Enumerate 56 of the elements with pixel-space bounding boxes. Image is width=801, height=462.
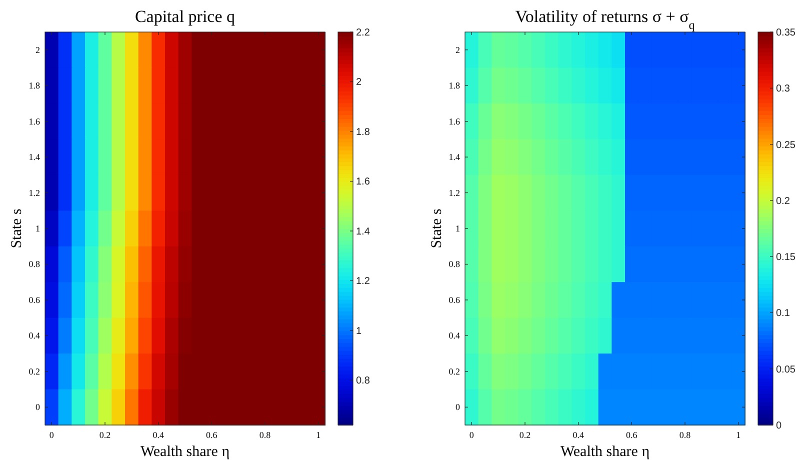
x-tick-label: 0.4: [572, 430, 584, 440]
color-bar-label: 1.6: [356, 176, 370, 188]
x-tick-label: 0.8: [259, 430, 272, 440]
y-tick-label: 0.2: [28, 366, 40, 376]
y-tick-label: 0.8: [28, 259, 40, 270]
y-tick-label: 1.4: [448, 152, 460, 162]
y-tick-label: 0: [456, 402, 460, 412]
color-bar-label: 2: [356, 77, 362, 88]
x-tick-label: 1: [316, 430, 321, 440]
y-tick-label: 1.4: [28, 152, 40, 162]
y-tick-label: 2: [456, 44, 460, 55]
y-tick-label: 0.6: [28, 294, 40, 305]
x-axis-title: Wealth share η: [560, 444, 650, 460]
x-tick-label: 0.2: [99, 430, 111, 440]
color-bar-label: 0.35: [776, 28, 796, 38]
y-tick-label: 1: [456, 224, 460, 234]
color-bar-label: 1.4: [356, 226, 370, 238]
x-tick-label: 0.2: [519, 430, 531, 440]
x-axis-title: Wealth share η: [140, 444, 230, 460]
x-tick-label: 1: [736, 430, 741, 440]
color-bar-label: 0.8: [356, 376, 370, 387]
chart-title: Capital price q: [134, 7, 236, 26]
x-tick-label: 0.8: [679, 430, 692, 440]
y-tick-label: 1.8: [28, 80, 40, 91]
color-bar-label: 0.25: [776, 140, 796, 151]
color-bar-label: 0.15: [776, 252, 796, 264]
y-tick-label: 0.4: [28, 330, 40, 341]
color-bar-label: 2.2: [356, 28, 370, 38]
color-bar-label: 1.8: [356, 126, 370, 138]
y-tick-label: 2: [36, 44, 40, 55]
y-tick-label: 1.6: [28, 116, 40, 126]
color-bar-label: 0.05: [776, 364, 796, 376]
x-tick-label: 0: [469, 430, 474, 440]
y-axis-title: State s: [9, 208, 25, 248]
chart-title: Volatility of returns σ + σ$_{q}$: [515, 7, 695, 32]
y-tick-label: 0.4: [448, 330, 460, 341]
x-tick-label: 0.6: [626, 430, 638, 440]
y-tick-label: 1.6: [448, 116, 460, 126]
y-tick-label: 1.2: [28, 188, 40, 198]
x-tick-label: 0.6: [206, 430, 218, 440]
color-bar-label: 0.3: [776, 84, 790, 95]
color-bar-label: 0: [776, 420, 782, 432]
y-tick-label: 0.6: [448, 294, 460, 305]
y-tick-label: 0.8: [448, 259, 460, 270]
x-tick-label: 0: [49, 430, 54, 440]
y-tick-label: 1.2: [448, 188, 460, 198]
y-axis-title: State s: [429, 208, 445, 248]
color-bar-label: 0.1: [776, 308, 790, 320]
y-tick-label: 0: [36, 402, 40, 412]
color-bar-label: 0.2: [776, 196, 790, 207]
color-bar-label: 1.2: [356, 276, 370, 288]
y-tick-label: 0.2: [448, 366, 460, 376]
color-bar-label: 1: [356, 326, 362, 337]
y-tick-label: 1.8: [448, 80, 460, 91]
y-tick-label: 1: [36, 224, 40, 234]
x-tick-label: 0.4: [152, 430, 164, 440]
